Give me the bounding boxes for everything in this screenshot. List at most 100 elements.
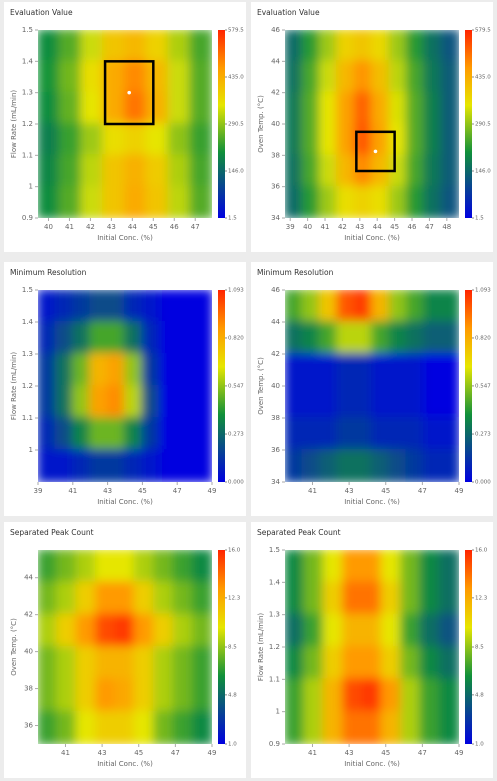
y-tick-label: 44 <box>271 57 280 65</box>
heatmap-cell <box>114 613 136 648</box>
heatmap-cell <box>336 60 356 94</box>
heatmap-cell <box>318 321 339 355</box>
y-tick-label: 42 <box>271 89 280 97</box>
x-tick-label: 42 <box>86 223 95 231</box>
heatmap-cell <box>438 613 459 648</box>
chart-title: Evaluation Value <box>257 8 320 17</box>
heatmap-cell <box>58 30 83 63</box>
y-tick-label: 44 <box>271 318 280 326</box>
heatmap-cell <box>388 185 408 218</box>
heatmap-cell <box>124 30 148 63</box>
heatmap-cell <box>158 417 179 451</box>
heatmap-cell <box>301 353 321 387</box>
colorbar-tick-label: 0.273 <box>475 432 491 438</box>
heatmap-cell <box>193 449 212 482</box>
heatmap-cell <box>80 123 105 157</box>
x-tick-label: 49 <box>208 749 217 757</box>
heatmap-cell <box>303 613 325 648</box>
heatmap-cell <box>89 385 109 419</box>
heatmap-cell <box>38 613 59 648</box>
heatmap-cell <box>124 321 144 355</box>
heatmap-cell <box>371 353 391 387</box>
colorbar-tick-label: 0.547 <box>228 383 244 389</box>
heatmap-cell <box>361 613 383 648</box>
heatmap-cell <box>388 154 408 188</box>
heatmap-cell <box>38 185 61 218</box>
x-tick-label: 40 <box>303 223 312 231</box>
y-tick-label: 1.5 <box>269 546 280 554</box>
heatmap-cell <box>102 30 126 63</box>
x-tick-label: 47 <box>425 223 434 231</box>
x-tick-label: 49 <box>455 749 464 757</box>
heatmap-cell <box>189 185 212 218</box>
heatmap-cell <box>405 449 426 482</box>
heatmap-cell <box>114 550 136 584</box>
heatmap-cell <box>361 678 383 713</box>
heatmap-cell <box>54 321 74 355</box>
heatmap-cell <box>285 353 304 387</box>
heatmap-cell <box>58 154 83 188</box>
heatmap-cell <box>419 613 441 648</box>
heatmap-cell <box>189 154 212 188</box>
heatmap-cell <box>89 353 109 387</box>
heatmap-cell <box>141 417 161 451</box>
heatmap-cell <box>301 385 321 419</box>
heatmap-cell <box>71 449 92 482</box>
x-tick-label: 43 <box>98 749 107 757</box>
heatmap-cell <box>102 60 126 94</box>
heatmap-cell <box>318 60 339 94</box>
heatmap-cell <box>38 353 57 387</box>
heatmap-cells <box>285 290 459 482</box>
heatmap-cell <box>80 91 105 125</box>
heatmap-cell <box>405 91 426 125</box>
colorbar-tick-label: 435.0 <box>228 75 244 81</box>
heatmap-cell <box>176 449 196 482</box>
y-tick-label: 1.1 <box>269 675 280 683</box>
y-tick-label: 44 <box>24 574 33 582</box>
heatmap-cell <box>167 185 192 218</box>
heatmap-cell <box>285 321 304 355</box>
heatmap-cell <box>38 154 61 188</box>
heatmap-cell <box>124 449 144 482</box>
x-tick-label: 41 <box>308 487 317 495</box>
heatmap-cell <box>56 646 78 681</box>
heatmap-cell <box>380 581 402 616</box>
x-tick-label: 48 <box>442 223 451 231</box>
heatmap-cell <box>80 60 105 94</box>
heatmap-cell <box>342 581 364 616</box>
heatmap-cell <box>318 154 339 188</box>
heatmap-cell <box>440 449 459 482</box>
heatmap-cell <box>322 581 344 616</box>
heatmap-cell <box>285 678 306 713</box>
x-tick-label: 49 <box>455 487 464 495</box>
x-axis-label: Initial Conc. (%) <box>344 498 400 506</box>
heatmap-cell <box>124 154 148 188</box>
x-tick-label: 42 <box>338 223 347 231</box>
heatmap-cell <box>301 290 321 323</box>
heatmap-cell <box>193 321 212 355</box>
heatmap-cell <box>158 290 179 323</box>
heatmap-cell <box>361 581 383 616</box>
heatmap-cell <box>141 290 161 323</box>
y-tick-label: 1.4 <box>22 318 34 326</box>
heatmap-cell <box>318 123 339 157</box>
heatmap-cell <box>54 385 74 419</box>
heatmap-cell <box>423 91 443 125</box>
x-axis-label: Initial Conc. (%) <box>97 498 153 506</box>
heatmap-cell <box>124 385 144 419</box>
heatmap-cell <box>361 550 383 584</box>
heatmap-cell <box>89 449 109 482</box>
heatmap-cell <box>189 123 212 157</box>
heatmap-cell <box>371 91 391 125</box>
heatmap-cell <box>158 353 179 387</box>
heatmap-cell <box>172 710 194 744</box>
y-tick-label: 36 <box>271 446 280 454</box>
heatmap-cell <box>336 290 356 323</box>
heatmap-cell <box>172 550 194 584</box>
colorbar-tick-label: 435.0 <box>475 75 491 81</box>
x-tick-label: 43 <box>345 749 354 757</box>
heatmap-cell <box>75 613 97 648</box>
heatmap-cell <box>440 154 459 188</box>
heatmap-cell <box>303 646 325 681</box>
